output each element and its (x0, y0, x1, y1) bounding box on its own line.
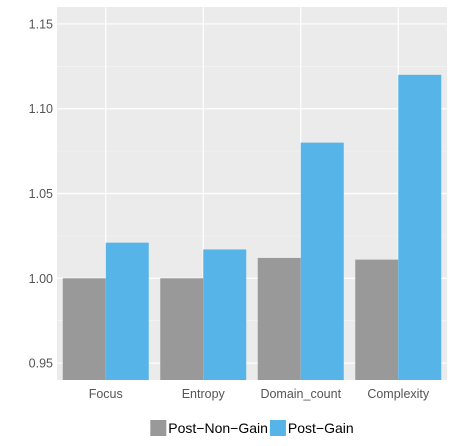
bar-entropy-post-non-gain (160, 278, 204, 380)
y-tick-label: 1.15 (29, 17, 53, 31)
bars (62, 74, 442, 381)
y-tick-label: 1.05 (29, 187, 53, 201)
x-axis: Focus Entropy Domain_count Complexity (89, 387, 430, 401)
legend-key-post-gain (269, 420, 286, 436)
legend-label-post-non-gain: Post−Non−Gain (168, 420, 268, 436)
bar-focus-post-non-gain (62, 278, 106, 380)
bar-complexity-post-gain (398, 74, 442, 381)
legend: Post−Non−Gain Post−Gain (150, 420, 354, 436)
bar-domain-count-post-gain (300, 142, 344, 380)
bar-domain-count-post-non-gain (257, 257, 301, 380)
bar-focus-post-gain (105, 242, 149, 380)
x-tick-label: Entropy (182, 387, 226, 401)
bar-entropy-post-gain (203, 249, 247, 380)
x-tick-label: Domain_count (260, 387, 341, 401)
x-tick-label: Complexity (367, 387, 430, 401)
y-axis: 0.95 1.00 1.05 1.10 1.15 (29, 17, 53, 370)
legend-key-post-non-gain (150, 420, 167, 436)
y-tick-label: 1.00 (29, 272, 53, 286)
y-tick-label: 1.10 (29, 102, 53, 116)
x-tick-label: Focus (89, 387, 123, 401)
y-tick-label: 0.95 (29, 357, 53, 371)
legend-label-post-gain: Post−Gain (288, 420, 354, 436)
bar-complexity-post-non-gain (355, 259, 399, 380)
